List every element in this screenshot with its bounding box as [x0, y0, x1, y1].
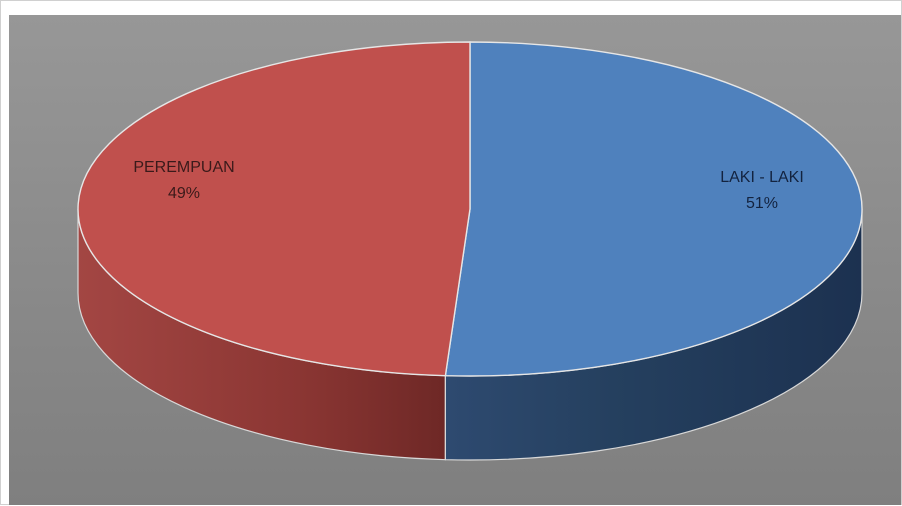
slice-label-laki-laki: LAKI - LAKI	[720, 169, 804, 186]
slice-percent-perempuan: 49%	[168, 185, 200, 202]
slice-top-perempuan	[77, 41, 471, 377]
slice-label-perempuan: PEREMPUAN	[133, 159, 234, 176]
slice-percent-laki-laki: 51%	[746, 195, 778, 212]
slice-top-laki-laki	[444, 41, 863, 377]
